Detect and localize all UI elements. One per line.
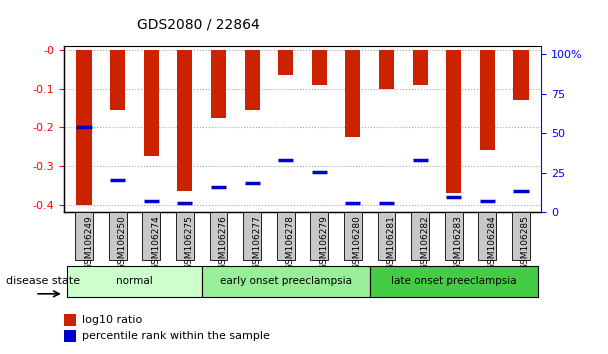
Bar [312, 50, 327, 85]
Bar [64, 330, 76, 342]
Text: GSM106249: GSM106249 [84, 215, 93, 269]
FancyBboxPatch shape [202, 266, 370, 297]
Text: GSM106250: GSM106250 [117, 215, 126, 270]
Bar [244, 50, 260, 110]
FancyBboxPatch shape [344, 212, 362, 260]
Text: GSM106277: GSM106277 [252, 215, 261, 270]
FancyBboxPatch shape [445, 212, 463, 260]
Text: GSM106276: GSM106276 [218, 215, 227, 270]
Text: GSM106275: GSM106275 [185, 215, 194, 270]
Text: early onset preeclampsia: early onset preeclampsia [219, 276, 351, 286]
Bar [77, 50, 92, 205]
Bar [211, 50, 226, 118]
FancyBboxPatch shape [176, 212, 194, 260]
FancyBboxPatch shape [210, 212, 227, 260]
Bar [278, 50, 293, 75]
Text: GSM106283: GSM106283 [454, 215, 463, 270]
Bar [513, 50, 528, 100]
Text: GSM106281: GSM106281 [387, 215, 396, 270]
Text: GSM106274: GSM106274 [151, 215, 161, 269]
FancyBboxPatch shape [67, 266, 202, 297]
FancyBboxPatch shape [109, 212, 126, 260]
FancyBboxPatch shape [75, 212, 93, 260]
FancyBboxPatch shape [411, 212, 429, 260]
FancyBboxPatch shape [512, 212, 530, 260]
Text: GSM106284: GSM106284 [488, 215, 496, 269]
FancyBboxPatch shape [277, 212, 295, 260]
Text: log10 ratio: log10 ratio [82, 315, 142, 325]
Bar [143, 50, 159, 156]
Bar [64, 314, 76, 326]
Text: late onset preeclampsia: late onset preeclampsia [391, 276, 517, 286]
Text: GSM106279: GSM106279 [319, 215, 328, 270]
Text: GSM106278: GSM106278 [286, 215, 295, 270]
FancyBboxPatch shape [370, 266, 537, 297]
Bar [480, 50, 495, 150]
Bar [178, 50, 192, 191]
Bar [110, 50, 125, 110]
Text: GSM106285: GSM106285 [521, 215, 530, 270]
Text: GSM106280: GSM106280 [353, 215, 362, 270]
Bar [446, 50, 461, 193]
Bar [413, 50, 427, 85]
Text: normal: normal [116, 276, 153, 286]
Text: GSM106282: GSM106282 [420, 215, 429, 269]
Bar [345, 50, 361, 137]
Text: GDS2080 / 22864: GDS2080 / 22864 [137, 18, 260, 32]
FancyBboxPatch shape [243, 212, 261, 260]
Text: percentile rank within the sample: percentile rank within the sample [82, 331, 270, 341]
FancyBboxPatch shape [478, 212, 496, 260]
FancyBboxPatch shape [142, 212, 160, 260]
FancyBboxPatch shape [378, 212, 395, 260]
Bar [379, 50, 394, 88]
Text: disease state: disease state [6, 276, 80, 286]
FancyBboxPatch shape [310, 212, 328, 260]
